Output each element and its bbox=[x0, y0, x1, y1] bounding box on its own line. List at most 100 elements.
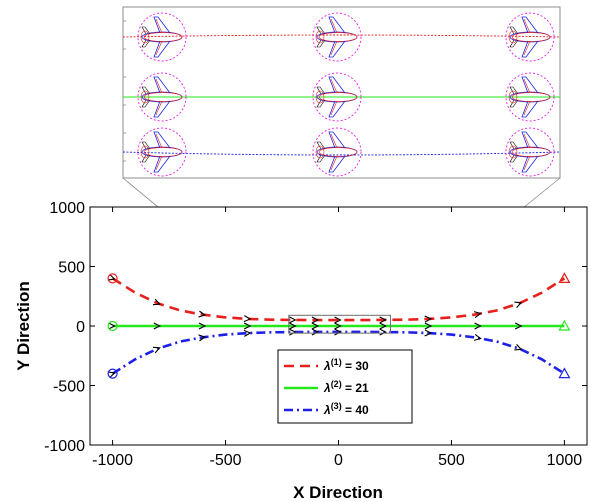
fuselage-outline-red bbox=[318, 147, 358, 157]
safety-ellipse bbox=[137, 72, 187, 122]
direction-arrow bbox=[311, 322, 320, 330]
wing-red bbox=[155, 133, 163, 171]
direction-arrow bbox=[289, 322, 297, 330]
wing-top bbox=[153, 16, 171, 34]
tail bbox=[141, 86, 151, 108]
series-line-1 bbox=[111, 277, 566, 322]
y-tick-label: 1000 bbox=[49, 200, 85, 217]
fuselage-outline-red bbox=[511, 32, 551, 42]
direction-arrow bbox=[473, 311, 482, 318]
series-line-3 bbox=[111, 330, 566, 375]
wing-top bbox=[153, 131, 171, 149]
direction-arrow bbox=[424, 329, 433, 337]
direction-arrow bbox=[424, 322, 433, 330]
data-series bbox=[111, 277, 566, 375]
direction-arrow bbox=[198, 310, 207, 318]
start-marker-circle bbox=[107, 273, 118, 284]
safety-ellipse bbox=[505, 127, 555, 177]
direction-arrow bbox=[514, 301, 523, 309]
direction-arrow bbox=[198, 322, 207, 330]
wing-red bbox=[330, 78, 338, 116]
axis-ticks: -1000 -500 0 500 1000 -1000 -500 0 500 1000 bbox=[44, 200, 587, 469]
fuselage-outline-red bbox=[318, 92, 358, 102]
fuselage-outline-red bbox=[143, 92, 183, 102]
wing-top bbox=[153, 76, 171, 94]
end-marker-triangle bbox=[558, 272, 571, 283]
fuselage-outline-red bbox=[511, 92, 551, 102]
direction-arrow bbox=[311, 316, 320, 324]
inset-panel bbox=[122, 6, 561, 179]
wing-bottom bbox=[328, 40, 346, 58]
wing-top bbox=[521, 76, 539, 94]
fuselage-outline-red bbox=[511, 147, 551, 157]
legend: λ(1) = 30 λ(2) = 21 λ(3) = 40 bbox=[277, 349, 413, 424]
tail bbox=[509, 141, 519, 163]
wing-bottom bbox=[153, 155, 171, 173]
aircraft-icon bbox=[137, 127, 187, 177]
tail bbox=[141, 26, 151, 48]
aircraft-icon bbox=[312, 72, 362, 122]
y-tick-label: 500 bbox=[58, 260, 85, 277]
y-axis-label: Y Direction bbox=[14, 281, 33, 370]
aircraft-icon bbox=[312, 127, 362, 177]
y-tick-label: 0 bbox=[76, 319, 85, 336]
tail bbox=[509, 26, 519, 48]
fuselage-outline-red bbox=[143, 147, 183, 157]
direction-arrow bbox=[334, 322, 342, 330]
legend-label-1: λ(1) = 30 bbox=[323, 357, 369, 373]
direction-arrow bbox=[153, 322, 162, 330]
wing-red bbox=[330, 18, 338, 56]
tail bbox=[316, 86, 326, 108]
x-tick-label: -1000 bbox=[92, 452, 133, 469]
tail-ring bbox=[508, 145, 518, 159]
direction-arrow bbox=[152, 346, 161, 354]
legend-label-2: λ(2) = 21 bbox=[323, 379, 369, 395]
direction-arrow bbox=[198, 334, 207, 342]
wing-red bbox=[330, 133, 338, 171]
x-tick-label: 0 bbox=[334, 452, 343, 469]
tail-ring bbox=[508, 30, 518, 44]
tail-ring bbox=[508, 90, 518, 104]
wing-red bbox=[523, 78, 531, 116]
direction-arrow bbox=[243, 322, 252, 330]
direction-arrow bbox=[379, 316, 387, 324]
direction-arrow bbox=[107, 371, 116, 379]
end-marker-triangle bbox=[558, 319, 571, 331]
wing-bottom bbox=[521, 100, 539, 118]
safety-ellipse bbox=[137, 127, 187, 177]
direction-arrow bbox=[152, 298, 161, 306]
direction-arrow bbox=[311, 328, 320, 336]
legend-frame bbox=[277, 349, 413, 424]
direction-arrow bbox=[514, 322, 523, 330]
direction-arrow bbox=[379, 328, 387, 336]
tail-ring bbox=[315, 145, 325, 159]
direction-arrow bbox=[473, 334, 482, 341]
wing-bottom bbox=[153, 100, 171, 118]
legend-label-3: λ(3) = 40 bbox=[323, 401, 369, 417]
wing-top bbox=[328, 16, 346, 34]
tail bbox=[316, 141, 326, 163]
safety-ellipse bbox=[312, 127, 362, 177]
wing-red bbox=[523, 133, 531, 171]
endpoint-markers bbox=[107, 272, 571, 379]
safety-ellipse bbox=[312, 12, 362, 62]
x-tick-label: 1000 bbox=[547, 452, 583, 469]
tail-ring bbox=[315, 90, 325, 104]
direction-arrow bbox=[108, 322, 116, 330]
aircraft-icon bbox=[505, 72, 555, 122]
start-marker-circle bbox=[107, 320, 118, 332]
fuselage-outline-red bbox=[143, 32, 183, 42]
inset-content bbox=[122, 12, 561, 177]
x-axis-label: X Direction bbox=[293, 483, 383, 502]
direction-arrow bbox=[243, 315, 252, 323]
direction-arrow bbox=[514, 343, 523, 351]
aircraft-icon bbox=[137, 12, 187, 62]
direction-arrow bbox=[334, 328, 342, 336]
direction-arrow bbox=[243, 329, 252, 337]
tail-ring bbox=[140, 90, 150, 104]
tail-ring bbox=[140, 145, 150, 159]
fuselage-outline-red bbox=[318, 32, 358, 42]
tail bbox=[316, 26, 326, 48]
tail-ring bbox=[315, 30, 325, 44]
